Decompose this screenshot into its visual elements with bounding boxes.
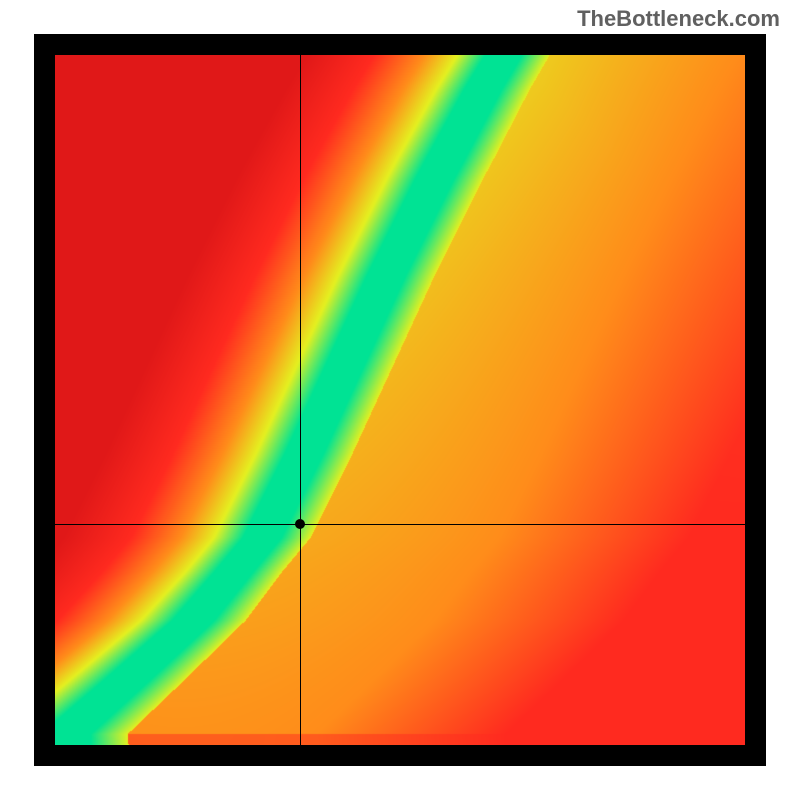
crosshair-vertical <box>300 55 301 745</box>
heatmap-canvas <box>55 55 745 745</box>
heatmap-plot-area <box>55 55 745 745</box>
crosshair-horizontal <box>55 524 745 525</box>
attribution-text: TheBottleneck.com <box>577 6 780 32</box>
chart-outer-frame <box>34 34 766 766</box>
crosshair-marker-dot <box>295 519 305 529</box>
